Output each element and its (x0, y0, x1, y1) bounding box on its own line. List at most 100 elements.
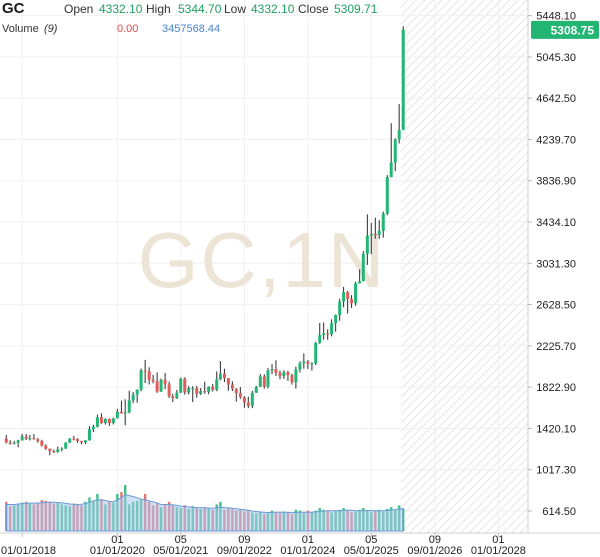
candle (143, 359, 147, 384)
candle-body (369, 234, 373, 236)
candle-body (28, 438, 32, 440)
candle (99, 413, 103, 424)
candle-body (52, 451, 56, 452)
candle-body (72, 438, 76, 440)
candle-body (40, 440, 44, 446)
candle (91, 424, 95, 433)
candle-body (322, 333, 326, 336)
candle-body (338, 301, 342, 315)
candle (95, 414, 99, 428)
candle-body (274, 369, 278, 373)
candle (393, 138, 397, 172)
candle (87, 426, 91, 441)
candle (350, 295, 354, 308)
candle (234, 388, 238, 402)
volume-period: (9) (44, 23, 58, 35)
candle (12, 440, 16, 445)
y-tick-label: 3031.30 (536, 258, 576, 270)
x-tick-label: 05/01/2025 (344, 545, 399, 557)
candle-body (135, 389, 139, 395)
candle (342, 286, 346, 308)
close-value: 5309.71 (334, 2, 378, 16)
candle-body (282, 372, 286, 377)
candle (28, 435, 32, 441)
volume-value-a: 0.00 (117, 23, 138, 35)
candle-body (103, 418, 107, 424)
last-price-badge (531, 20, 599, 39)
candle (389, 123, 393, 178)
x-tick-label-top: 09 (238, 534, 250, 546)
candle-body (358, 281, 362, 284)
candle-body (326, 333, 330, 335)
candle-body (143, 370, 147, 372)
candle (155, 372, 159, 393)
candle (64, 442, 68, 449)
candle-body (350, 299, 354, 304)
candle-body (167, 384, 171, 397)
candle-body (131, 394, 135, 401)
candle-body (56, 449, 60, 452)
candle (385, 175, 389, 216)
candle-body (266, 370, 270, 387)
candle (334, 314, 338, 332)
candle-body (226, 378, 230, 385)
high-value: 5344.70 (178, 2, 222, 16)
candle (361, 251, 365, 282)
candle (215, 371, 219, 392)
y-tick-label: 1822.90 (536, 382, 576, 394)
last-price-marker: 5308.75 (531, 20, 599, 39)
candle-body (123, 412, 127, 414)
candle-body (207, 386, 211, 392)
candle (290, 373, 294, 385)
candle (56, 446, 60, 453)
candle (159, 378, 163, 392)
candle-body (48, 448, 52, 451)
x-axis-labels: 01/01/20180101/01/20200505/01/20210909/0… (1, 533, 526, 557)
candle (218, 361, 222, 381)
candle (127, 390, 131, 414)
low-value: 4332.10 (251, 2, 295, 16)
candle-body (95, 417, 99, 427)
volume-average-area (5, 494, 404, 532)
candle-body (151, 379, 155, 382)
candle-body (60, 448, 64, 450)
candle (8, 440, 12, 445)
candle (83, 440, 87, 445)
candle (211, 384, 215, 392)
candle (48, 448, 52, 456)
candle (346, 290, 350, 314)
candle-body (318, 335, 322, 343)
candle (32, 434, 36, 440)
x-tick-label-top: 05 (365, 534, 377, 546)
open-label: Open (64, 2, 93, 16)
candle (195, 385, 199, 398)
candle-body (294, 369, 298, 383)
y-tick-label: 5448.10 (536, 11, 576, 23)
x-tick-label: 09/01/2026 (407, 545, 462, 557)
candle-body (8, 442, 12, 444)
candle (16, 439, 20, 448)
candle (230, 381, 234, 392)
candle (310, 362, 314, 371)
last-price-badge-text: 5308.75 (551, 23, 595, 37)
candle (397, 104, 401, 144)
x-tick-label-top: 09 (429, 534, 441, 546)
candle-body (191, 388, 195, 390)
future-region (401, 0, 528, 533)
candle-body (258, 376, 262, 387)
candle-body (32, 438, 36, 440)
candle-body (278, 372, 282, 377)
candle (123, 399, 127, 426)
candle-body (171, 396, 175, 399)
candle (326, 329, 330, 340)
watermark: GC,1N (138, 216, 386, 304)
candle-body (314, 342, 318, 364)
x-tick-label: 05/01/2021 (153, 545, 208, 557)
candle-body (127, 400, 131, 413)
candle (171, 393, 175, 403)
candle-body (286, 372, 290, 376)
x-tick-label: 01/01/2028 (471, 545, 526, 557)
y-tick-label: 1420.10 (536, 423, 576, 435)
candle-body (373, 234, 377, 236)
